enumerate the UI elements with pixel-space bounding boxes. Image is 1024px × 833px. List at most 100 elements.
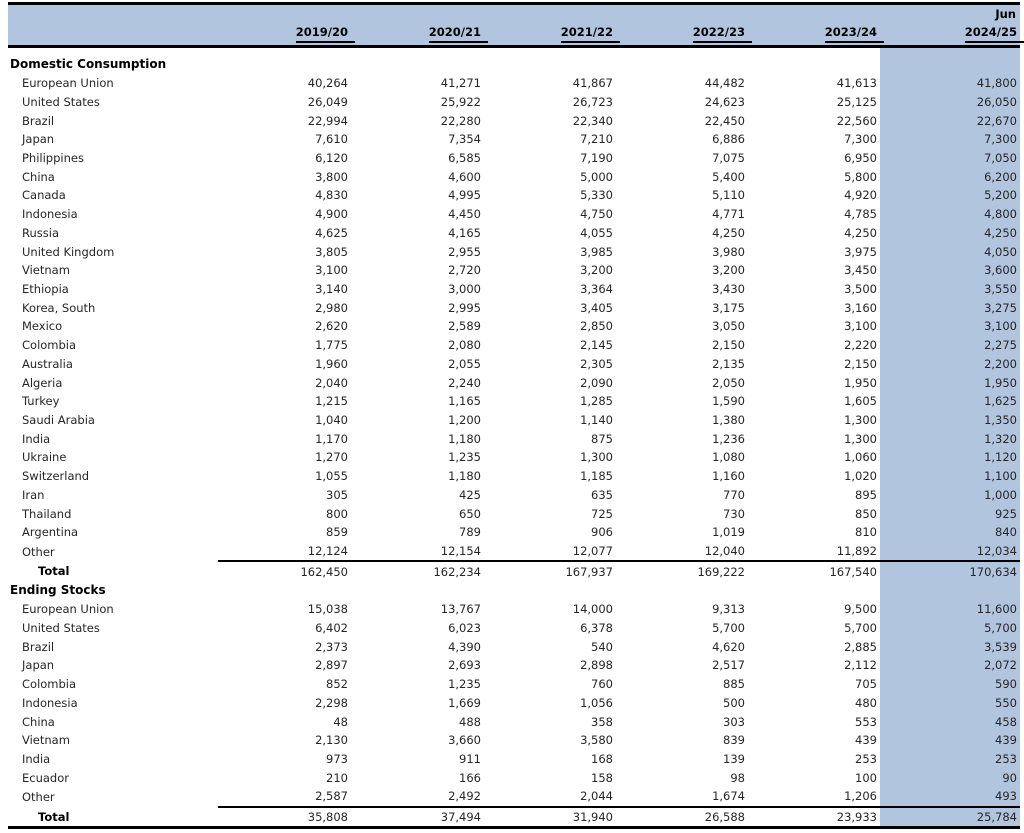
spacer-cell	[748, 47, 880, 56]
value-cell: 1,380	[712, 413, 745, 428]
value-cell: 1,236	[712, 431, 745, 446]
value-cell: 875	[591, 431, 613, 446]
row-label: Colombia	[22, 677, 77, 692]
value-cell: 12,124	[307, 544, 348, 559]
value-cell: 1,350	[880, 410, 1020, 430]
spacer-cell	[351, 47, 484, 56]
value-cell: 4,250	[880, 223, 1020, 243]
value-cell: 41,613	[836, 76, 877, 91]
table-row: Brazil 2,373 4,390 540 4,620 2,885 3,539	[8, 637, 1020, 656]
value-cell: 3,805	[315, 244, 348, 259]
value-cell: 3,100	[315, 263, 348, 278]
row-label: Canada	[22, 188, 66, 203]
year-column-header: 2024/25	[880, 21, 1024, 48]
table-row: Turkey 1,215 1,165 1,285 1,590 1,605 1,625	[8, 391, 1020, 411]
value-cell: 2,720	[448, 263, 481, 278]
total-label: Total	[8, 806, 218, 830]
row-label: China	[22, 169, 55, 184]
value-cell: 1,775	[315, 338, 348, 353]
value-cell: 439	[880, 730, 1020, 750]
value-cell: 1,056	[580, 695, 613, 710]
value-cell: 3,364	[580, 281, 613, 296]
row-label: Argentina	[22, 525, 79, 540]
table-row: United States 6,402 6,023 6,378 5,700 5,700 5,…	[8, 618, 1020, 638]
value-cell: 3,200	[712, 263, 745, 278]
value-cell: 5,000	[580, 169, 613, 184]
value-cell: 11,600	[880, 599, 1020, 619]
table-row: Brazil 22,994 22,280 22,340 22,450 22,560 22,6…	[8, 111, 1020, 130]
value-cell: 4,900	[315, 207, 348, 222]
value-cell: 1,270	[315, 450, 348, 465]
value-cell: 1,590	[712, 394, 745, 409]
empty-cell	[616, 55, 748, 74]
table-header: Jun 2019/20 2020/21 2021/22 2022/23 2023…	[8, 2, 1024, 48]
value-cell: 2,055	[448, 356, 481, 371]
value-cell: 1,040	[315, 413, 348, 428]
value-cell: 5,800	[844, 169, 877, 184]
spacer-cell	[484, 47, 616, 56]
row-label: Mexico	[22, 319, 63, 334]
value-cell: 488	[459, 714, 481, 729]
table-row: Vietnam 2,130 3,660 3,580 839 439 439	[8, 730, 1020, 750]
value-cell: 2,275	[880, 335, 1020, 355]
value-cell: 5,200	[880, 186, 1020, 205]
year-label: 2019/20	[295, 25, 355, 43]
year-column-header: 2021/22	[484, 21, 620, 48]
value-cell: 4,995	[448, 188, 481, 203]
empty-cell	[218, 55, 351, 74]
row-label: Indonesia	[22, 207, 78, 222]
row-label: Thailand	[22, 506, 72, 521]
value-cell: 41,271	[440, 76, 481, 91]
value-cell: 7,075	[712, 150, 745, 165]
section-title: Domestic Consumption	[10, 57, 167, 72]
value-cell: 3,160	[844, 300, 877, 315]
value-cell: 1,235	[448, 450, 481, 465]
section-title: Ending Stocks	[10, 583, 106, 598]
spacer-cell	[880, 46, 1020, 55]
total-value-cell: 25,784	[880, 805, 1020, 830]
total-value-cell: 170,634	[880, 560, 1020, 582]
value-cell: 7,610	[315, 132, 348, 147]
value-cell: 2,145	[580, 338, 613, 353]
total-row: Total 35,808 37,494 31,940 26,588 23,933 25,78…	[8, 805, 1020, 830]
table-row: Saudi Arabia 1,040 1,200 1,140 1,380 1,300 1,3…	[8, 410, 1020, 430]
value-cell: 168	[591, 751, 613, 766]
value-cell: 850	[855, 506, 877, 521]
value-cell: 2,130	[315, 733, 348, 748]
value-cell: 2,885	[844, 639, 877, 654]
row-label: Turkey	[22, 394, 60, 409]
value-cell: 2,587	[315, 789, 348, 804]
table-row: Vietnam 3,100 2,720 3,200 3,200 3,450 3,600	[8, 260, 1020, 280]
value-cell: 12,040	[704, 544, 745, 559]
table-row: Korea, South 2,980 2,995 3,405 3,175 3,160 3,2…	[8, 298, 1020, 318]
value-cell: 6,402	[315, 620, 348, 635]
header-empty-cell	[748, 2, 880, 21]
value-cell: 253	[880, 749, 1020, 769]
value-cell: 12,077	[572, 544, 613, 559]
value-cell: 4,785	[844, 207, 877, 222]
value-cell: 22,994	[307, 113, 348, 128]
value-cell: 425	[459, 487, 481, 502]
value-cell: 1,300	[580, 450, 613, 465]
value-cell: 4,050	[880, 242, 1020, 261]
value-cell: 22,340	[572, 113, 613, 128]
empty-cell	[484, 581, 616, 600]
spacer-cell	[218, 47, 351, 56]
value-cell: 5,700	[880, 618, 1020, 638]
header-empty-cell	[218, 2, 351, 21]
value-cell: 5,700	[844, 620, 877, 635]
value-cell: 5,700	[712, 620, 745, 635]
value-cell: 7,300	[844, 132, 877, 147]
value-cell: 1,215	[315, 394, 348, 409]
empty-cell	[880, 581, 1020, 600]
value-cell: 2,072	[880, 656, 1020, 675]
value-cell: 13,767	[440, 602, 481, 617]
total-value-cell: 23,933	[748, 805, 880, 830]
total-value-cell: 162,450	[218, 560, 351, 582]
value-cell: 2,240	[448, 375, 481, 390]
value-cell: 158	[591, 770, 613, 785]
value-cell: 3,660	[448, 733, 481, 748]
value-cell: 25,922	[440, 94, 481, 109]
value-cell: 2,898	[580, 658, 613, 673]
value-cell: 1,170	[315, 431, 348, 446]
